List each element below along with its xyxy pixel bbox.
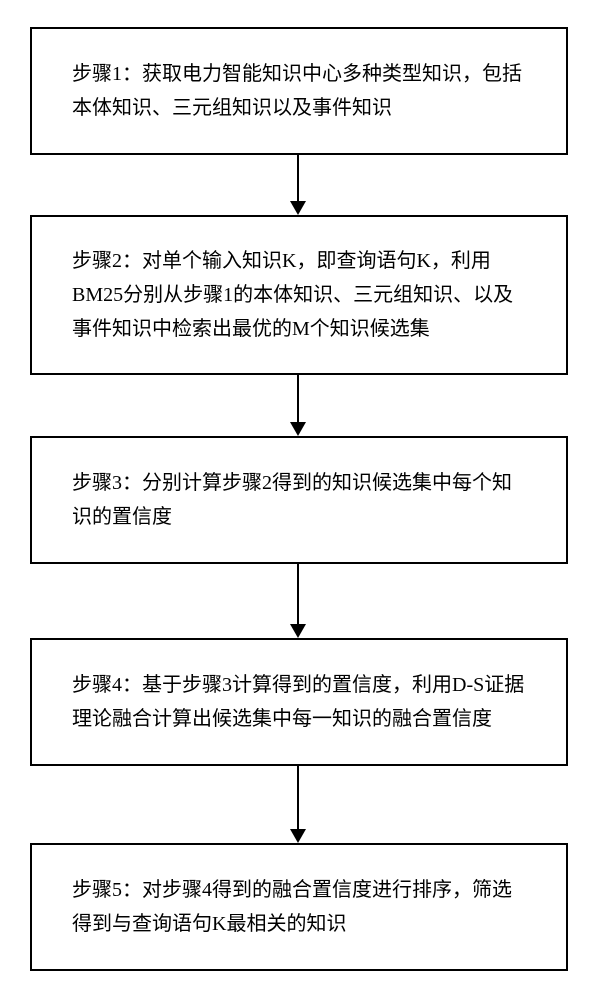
flowchart-arrow bbox=[297, 564, 299, 624]
flowchart-node-step4: 步骤4：基于步骤3计算得到的置信度，利用D-S证据理论融合计算出候选集中每一知识… bbox=[30, 638, 568, 766]
flowchart-arrow bbox=[297, 155, 299, 201]
flowchart-node-step3: 步骤3：分别计算步骤2得到的知识候选集中每个知识的置信度 bbox=[30, 436, 568, 564]
flowchart-canvas: 步骤1：获取电力智能知识中心多种类型知识，包括本体知识、三元组知识以及事件知识 … bbox=[0, 0, 595, 1000]
flowchart-arrow-head bbox=[290, 422, 306, 436]
flowchart-arrow bbox=[297, 375, 299, 422]
flowchart-node-text: 步骤3：分别计算步骤2得到的知识候选集中每个知识的置信度 bbox=[72, 466, 526, 534]
flowchart-node-text: 步骤2：对单个输入知识K，即查询语句K，利用BM25分别从步骤1的本体知识、三元… bbox=[72, 244, 526, 346]
flowchart-arrow-head bbox=[290, 624, 306, 638]
flowchart-node-step1: 步骤1：获取电力智能知识中心多种类型知识，包括本体知识、三元组知识以及事件知识 bbox=[30, 27, 568, 155]
flowchart-arrow-head bbox=[290, 201, 306, 215]
flowchart-node-text: 步骤5：对步骤4得到的融合置信度进行排序，筛选得到与查询语句K最相关的知识 bbox=[72, 873, 526, 941]
flowchart-node-text: 步骤1：获取电力智能知识中心多种类型知识，包括本体知识、三元组知识以及事件知识 bbox=[72, 57, 526, 125]
flowchart-node-step2: 步骤2：对单个输入知识K，即查询语句K，利用BM25分别从步骤1的本体知识、三元… bbox=[30, 215, 568, 375]
flowchart-arrow bbox=[297, 766, 299, 829]
flowchart-node-text: 步骤4：基于步骤3计算得到的置信度，利用D-S证据理论融合计算出候选集中每一知识… bbox=[72, 668, 526, 736]
flowchart-node-step5: 步骤5：对步骤4得到的融合置信度进行排序，筛选得到与查询语句K最相关的知识 bbox=[30, 843, 568, 971]
flowchart-arrow-head bbox=[290, 829, 306, 843]
